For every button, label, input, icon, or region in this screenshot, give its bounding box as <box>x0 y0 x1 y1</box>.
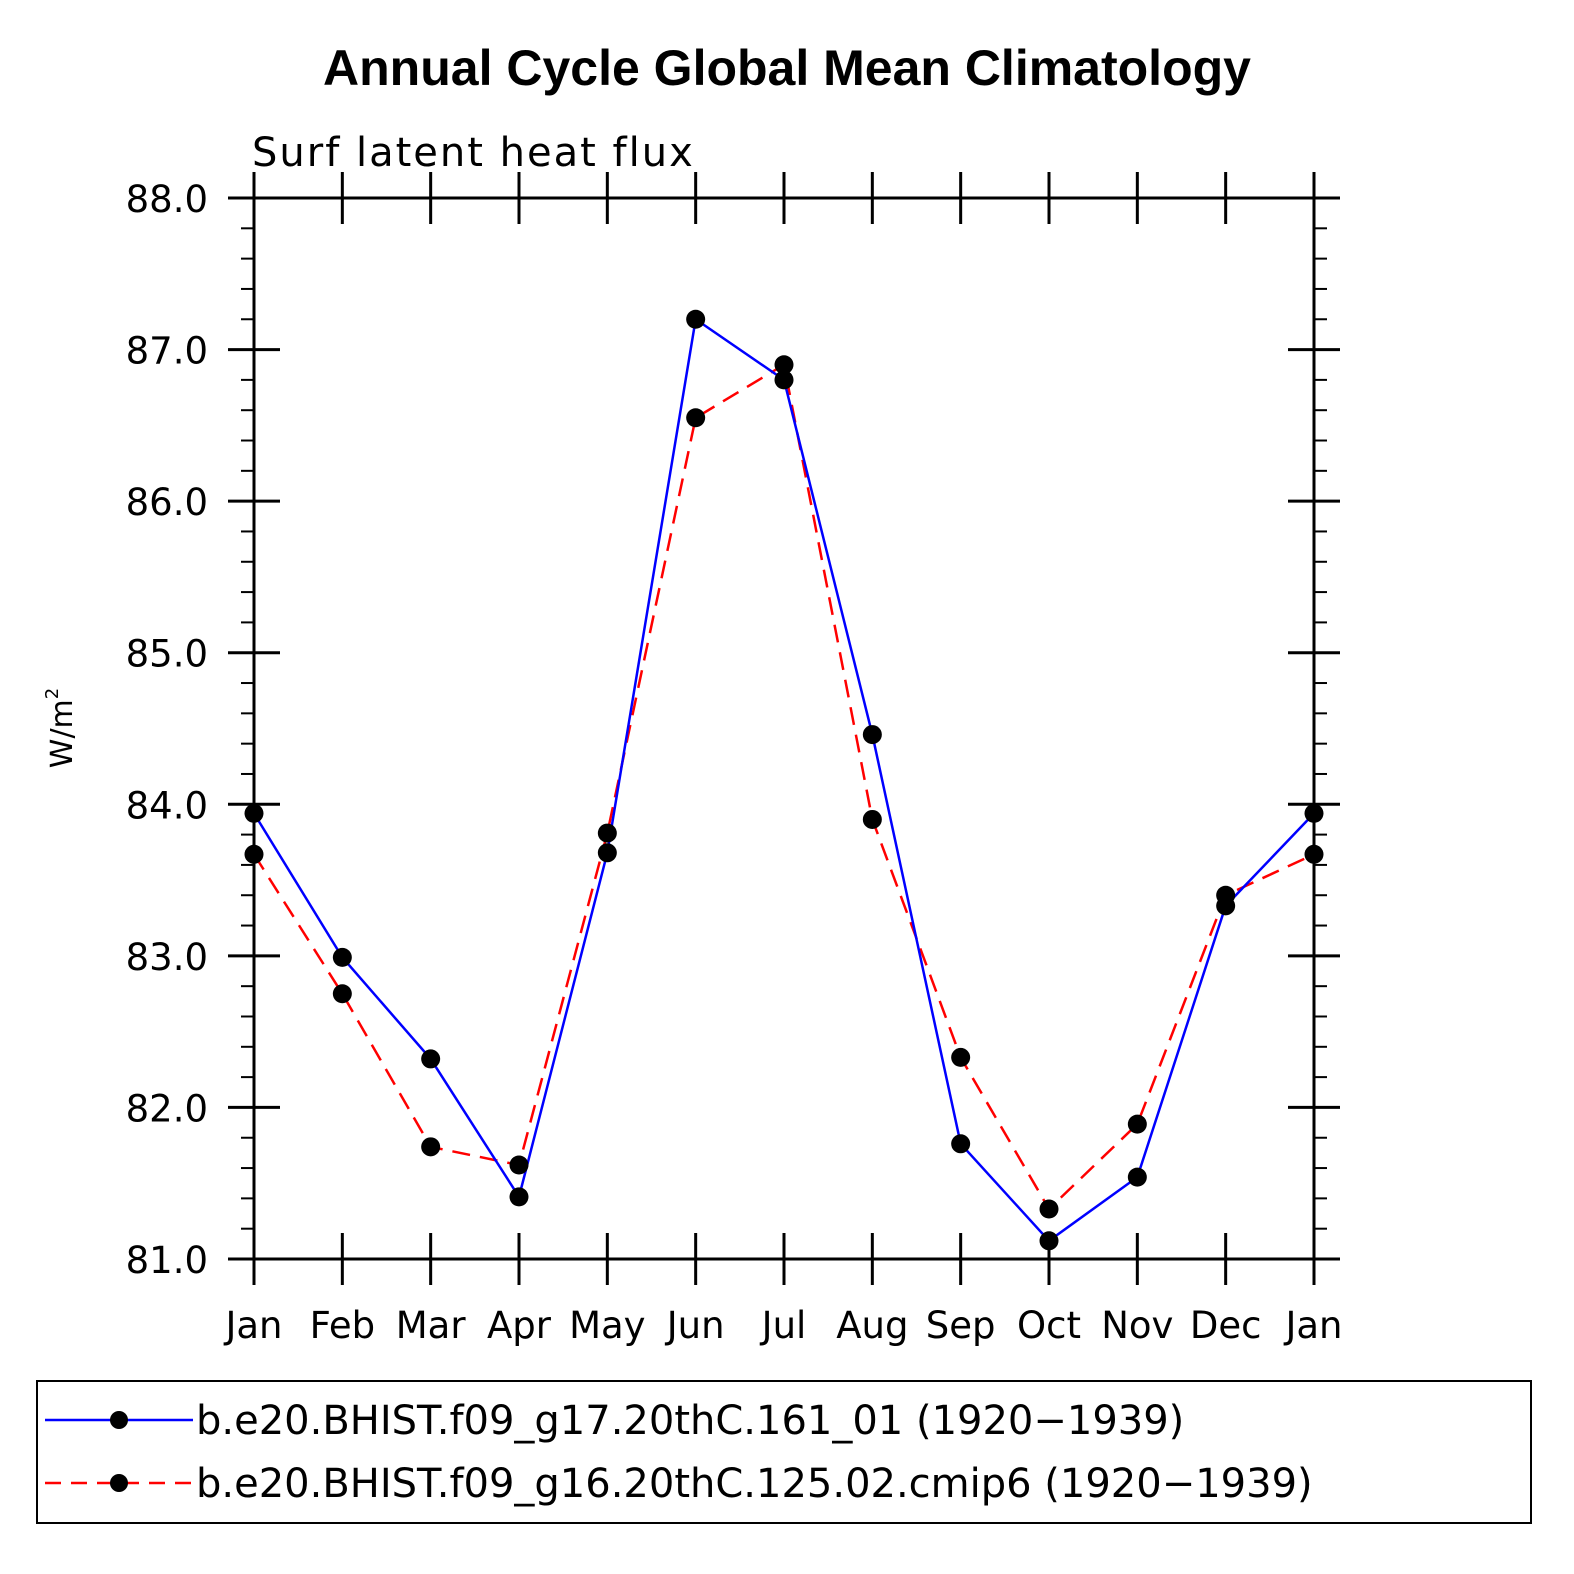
series-1-point <box>332 947 352 967</box>
series-1-point <box>421 1049 441 1069</box>
x-tick-label: Jul <box>760 1304 807 1347</box>
series-2-point <box>421 1137 441 1157</box>
x-tick-label: Aug <box>836 1304 908 1347</box>
series-2-point <box>1127 1114 1147 1134</box>
x-tick-label: Dec <box>1190 1304 1262 1347</box>
legend-marker-2 <box>110 1474 128 1492</box>
x-tick-labels: Jan Feb Mar Apr May Jun Jul Aug Sep Oct Nov Dec Jan <box>223 1304 1342 1347</box>
series-1-point <box>509 1187 529 1207</box>
y-tick-label: 88.0 <box>126 178 208 221</box>
y-axis-label-text: W/m <box>45 699 80 768</box>
x-tick-label: Sep <box>926 1304 996 1347</box>
legend: b.e20.BHIST.f09_g17.20thC.161_01 (1920−1… <box>36 1380 1532 1524</box>
svg-text:W/m2: W/m2 <box>42 688 80 768</box>
y-tick-label: 82.0 <box>126 1087 208 1130</box>
series-line-1 <box>252 317 1315 1243</box>
series-2-point <box>951 1047 971 1067</box>
series-2-point <box>862 809 882 829</box>
x-tick-label: Jan <box>1283 1304 1342 1347</box>
x-tick-label: May <box>569 1304 646 1347</box>
series-2-point <box>686 408 706 428</box>
series-2-point <box>597 823 617 843</box>
legend-marker-1 <box>110 1411 128 1429</box>
legend-label-2: b.e20.BHIST.f09_g16.20thC.125.02.cmip6 (… <box>196 1461 1313 1507</box>
series-2-point <box>1216 885 1236 905</box>
series-2-point <box>1039 1199 1059 1219</box>
y-tick-label: 86.0 <box>126 481 208 524</box>
legend-box <box>36 1380 1532 1524</box>
series-1-point <box>951 1134 971 1154</box>
y-tick-label: 87.0 <box>126 330 208 373</box>
series-1-point <box>774 370 794 390</box>
x-tick-label: Feb <box>310 1304 376 1347</box>
x-tick-label: Apr <box>487 1304 552 1347</box>
series-markers <box>244 309 1324 1251</box>
series-lines <box>252 317 1315 1243</box>
y-tick-label: 81.0 <box>126 1239 208 1282</box>
chart-title: Annual Cycle Global Mean Climatology <box>323 40 1251 96</box>
series-line-2 <box>252 362 1315 1211</box>
y-axis-label-superscript: 2 <box>42 688 63 699</box>
axis-ticks <box>228 172 1340 1285</box>
y-tick-labels: 81.0 82.0 83.0 84.0 85.0 86.0 87.0 88.0 <box>126 178 208 1282</box>
series-2-point <box>774 355 794 375</box>
y-tick-label: 84.0 <box>126 784 208 827</box>
y-tick-label: 85.0 <box>126 633 208 676</box>
x-tick-label: Oct <box>1017 1304 1081 1347</box>
x-tick-label: Jan <box>223 1304 282 1347</box>
series-1-point <box>1039 1231 1059 1251</box>
plot-frame <box>252 196 1316 1261</box>
series-1-point <box>1127 1167 1147 1187</box>
chart-subtitle: Surf latent heat flux <box>252 130 695 176</box>
series-2-point <box>332 984 352 1004</box>
x-tick-label: Nov <box>1101 1304 1173 1347</box>
series-1-point <box>597 843 617 863</box>
x-tick-label: Jun <box>665 1304 725 1347</box>
legend-label-1: b.e20.BHIST.f09_g17.20thC.161_01 (1920−1… <box>196 1398 1184 1444</box>
series-2-point <box>509 1155 529 1175</box>
series-1-point <box>686 309 706 329</box>
series-1-point <box>862 725 882 745</box>
y-tick-label: 83.0 <box>126 936 208 979</box>
x-tick-label: Mar <box>396 1304 467 1347</box>
y-axis-label: W/m2 <box>42 688 80 768</box>
